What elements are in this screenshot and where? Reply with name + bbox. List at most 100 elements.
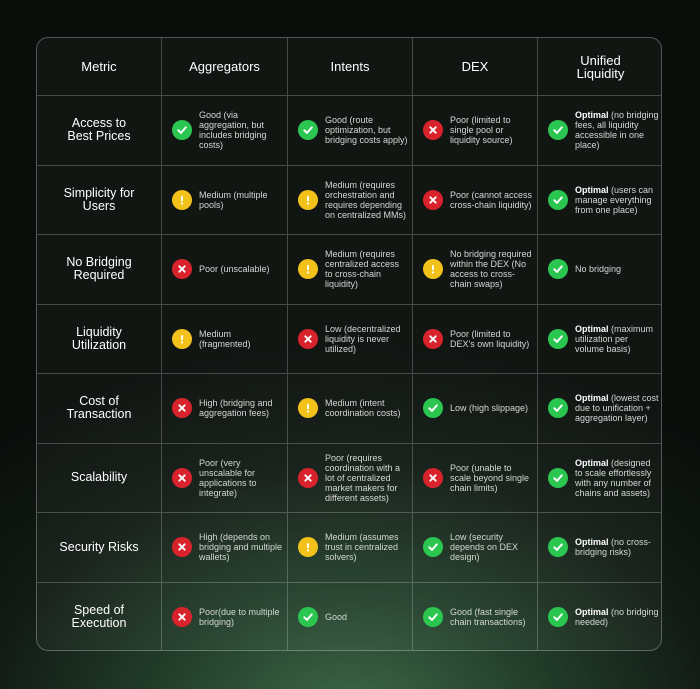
value-text: Medium (multiple pools) xyxy=(199,189,268,210)
metric-cell: No Bridging Required xyxy=(37,235,162,305)
value-detail: (no cross-bridging risks) xyxy=(575,537,652,558)
value-cell-dex: Poor (unable to scale beyond single chai… xyxy=(413,443,538,513)
header-unified-liquidity: Unified Liquidity xyxy=(538,38,661,96)
metric-cell: Security Risks xyxy=(37,513,162,583)
cross-icon xyxy=(172,607,192,628)
metric-cell: Scalability xyxy=(37,443,162,513)
value-text: No bridging required within the DEX (No … xyxy=(450,249,532,290)
value-emphasis: Optimal xyxy=(575,110,609,121)
exclamation-icon xyxy=(172,189,192,210)
check-icon xyxy=(423,607,443,628)
value-cell-intents: Low (decentralized liquidity is never ut… xyxy=(288,304,413,374)
value-text: Low (high slippage) xyxy=(450,403,529,414)
value-cell-aggregators: Poor(due to multiple bridging) xyxy=(162,582,288,650)
metric-cell: Liquidity Utilization xyxy=(37,304,162,374)
header-aggregators: Aggregators xyxy=(162,38,288,96)
value-cell-unified-liquidity: Optimal (maximum utilization per volume … xyxy=(538,305,661,374)
cross-icon xyxy=(298,328,318,349)
metric-label: Liquidity Utilization xyxy=(71,324,127,352)
value-text: Optimal (designed to scale effortlessly … xyxy=(575,458,659,498)
value-emphasis: Optimal xyxy=(575,457,609,468)
metric-label: No Bridging Required xyxy=(66,255,132,283)
value-cell-intents: Medium (intent coordination costs) xyxy=(288,374,413,444)
value-text: Poor (cannot access cross-chain liquidit… xyxy=(450,189,533,210)
cross-icon xyxy=(172,467,192,488)
value-cell-unified-liquidity: Optimal (no bridging fees, all liquidity… xyxy=(538,96,661,166)
metric-label: Simplicity for Users xyxy=(63,185,135,213)
value-cell-dex: Low (security depends on DEX design) xyxy=(413,513,538,583)
comparison-table: Metric Aggregators Intents DEX Unified Liqui… xyxy=(36,37,662,651)
value-text: Optimal (lowest cost due to unification … xyxy=(575,393,659,423)
check-icon xyxy=(548,398,568,419)
check-icon xyxy=(548,120,568,141)
value-cell-dex: Poor (limited to DEX's own liquidity) xyxy=(413,304,538,374)
value-cell-intents: Medium (requires orchestration and requi… xyxy=(288,165,413,235)
value-cell-unified-liquidity: Optimal (designed to scale effortlessly … xyxy=(538,444,661,513)
header-dex: DEX xyxy=(413,38,538,96)
value-cell-dex: Poor (limited to single pool or liquidit… xyxy=(413,96,538,166)
value-cell-intents: Good xyxy=(288,582,413,650)
value-text: Medium (assumes trust in centralized sol… xyxy=(325,532,399,563)
cross-icon xyxy=(172,398,192,419)
metric-label: Speed of Execution xyxy=(71,603,127,631)
value-text: Medium (requires orchestration and requi… xyxy=(325,179,407,220)
cross-icon xyxy=(423,467,443,488)
value-detail: (maximum utilization per volume basis) xyxy=(575,323,654,354)
value-text: Optimal (maximum utilization per volume … xyxy=(575,324,659,354)
value-cell-intents: Poor (requires coordination with a lot o… xyxy=(288,443,413,513)
value-text: Medium (requires centralized access to c… xyxy=(325,249,400,290)
cross-icon xyxy=(298,467,318,488)
value-text: Low (security depends on DEX design) xyxy=(450,532,519,563)
value-emphasis: Optimal xyxy=(575,184,609,195)
value-text: Good (via aggregation, but includes brid… xyxy=(199,110,267,151)
value-cell-aggregators: Good (via aggregation, but includes brid… xyxy=(162,96,288,166)
metric-cell: Simplicity for Users xyxy=(37,165,162,235)
value-cell-dex: Good (fast single chain transactions) xyxy=(413,582,538,650)
check-icon xyxy=(423,398,443,419)
value-detail: (designed to scale effortlessly with any… xyxy=(575,457,652,498)
check-icon xyxy=(548,189,568,210)
value-cell-dex: Low (high slippage) xyxy=(413,374,538,444)
header-intents: Intents xyxy=(288,38,413,96)
value-cell-unified-liquidity: Optimal (no cross-bridging risks) xyxy=(538,513,661,583)
check-icon xyxy=(298,607,318,628)
value-cell-intents: Good (route optimization, but bridging c… xyxy=(288,96,413,166)
value-detail: (users can manage everything from one pl… xyxy=(575,184,654,215)
cross-icon xyxy=(172,537,192,558)
check-icon xyxy=(548,259,568,280)
cross-icon xyxy=(423,189,443,210)
value-text: High (depends on bridging and multiple w… xyxy=(199,532,283,563)
value-cell-aggregators: Medium (multiple pools) xyxy=(162,165,288,235)
value-text: Poor(due to multiple bridging) xyxy=(199,607,280,628)
value-text: High (bridging and aggregation fees) xyxy=(199,398,273,419)
header-metric: Metric xyxy=(37,38,162,96)
value-cell-intents: Medium (requires centralized access to c… xyxy=(288,235,413,305)
metric-cell: Cost of Transaction xyxy=(37,374,162,444)
check-icon xyxy=(548,607,568,628)
value-cell-dex: No bridging required within the DEX (No … xyxy=(413,235,538,305)
value-cell-unified-liquidity: Optimal (lowest cost due to unification … xyxy=(538,374,661,444)
value-cell-aggregators: Medium (fragmented) xyxy=(162,304,288,374)
value-cell-intents: Medium (assumes trust in centralized sol… xyxy=(288,513,413,583)
value-text: Poor (limited to DEX's own liquidity) xyxy=(450,328,530,349)
value-emphasis: Optimal xyxy=(575,323,609,334)
metric-label: Cost of Transaction xyxy=(66,394,132,422)
value-detail: (no bridging needed) xyxy=(575,607,659,628)
value-cell-aggregators: High (bridging and aggregation fees) xyxy=(162,374,288,444)
exclamation-icon xyxy=(172,328,192,349)
value-text: Poor (limited to single pool or liquidit… xyxy=(450,115,513,146)
value-text: Poor (very unscalable for applications t… xyxy=(199,457,257,498)
check-icon xyxy=(548,537,568,558)
check-icon xyxy=(298,120,318,141)
value-emphasis: Optimal xyxy=(575,393,609,404)
value-text: Poor (requires coordination with a lot o… xyxy=(325,452,401,503)
exclamation-icon xyxy=(298,189,318,210)
value-text: Good (route optimization, but bridging c… xyxy=(325,115,408,146)
value-cell-unified-liquidity: Optimal (users can manage everything fro… xyxy=(538,166,661,235)
exclamation-icon xyxy=(298,537,318,558)
value-cell-unified-liquidity: No bridging xyxy=(538,235,661,305)
value-text: Good xyxy=(325,612,348,623)
value-text: Poor (unscalable) xyxy=(199,264,270,275)
check-icon xyxy=(548,467,568,488)
exclamation-icon xyxy=(298,398,318,419)
